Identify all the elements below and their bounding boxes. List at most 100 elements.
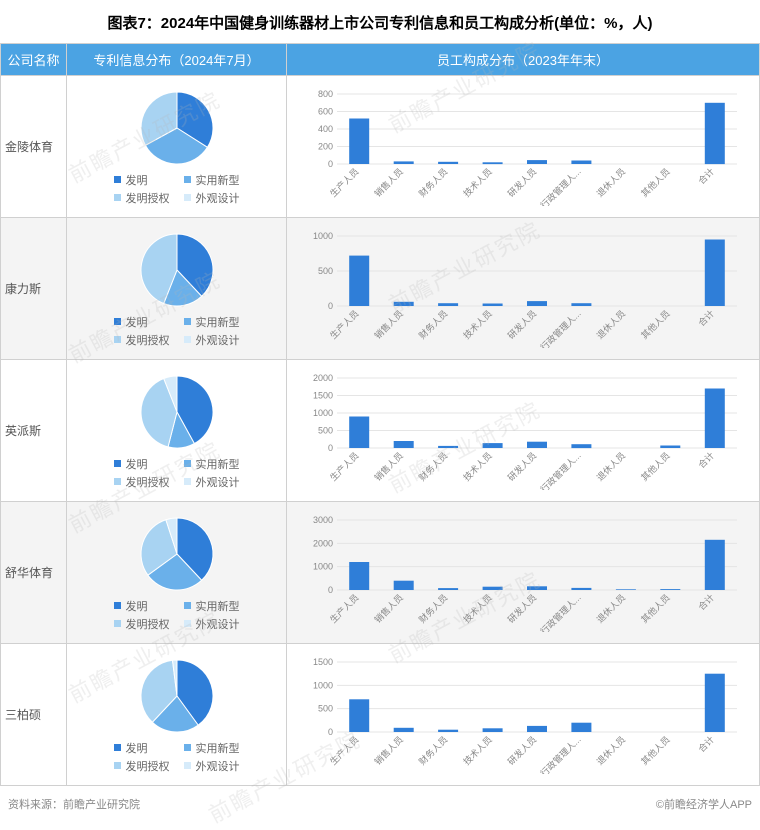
y-tick-label: 3000 (313, 515, 333, 525)
x-tick-label: 合计 (696, 734, 717, 755)
pie-cell: 发明实用新型发明授权外观设计 (67, 360, 287, 502)
table-row: 金陵体育发明实用新型发明授权外观设计0200400600800生产人员销售人员财… (1, 76, 760, 218)
legend-swatch (114, 194, 121, 201)
pie-chart (137, 656, 217, 736)
y-tick-label: 1000 (313, 562, 333, 572)
legend-swatch (114, 762, 121, 769)
table-row: 舒华体育发明实用新型发明授权外观设计0100020003000生产人员销售人员财… (1, 502, 760, 644)
x-tick-label: 其他人员 (639, 450, 672, 483)
company-name: 金陵体育 (1, 76, 67, 218)
legend-label: 外观设计 (196, 474, 240, 490)
bar (705, 240, 725, 307)
y-tick-label: 1500 (313, 391, 333, 401)
x-tick-label: 其他人员 (639, 308, 672, 341)
x-tick-label: 财务人员 (416, 450, 449, 483)
legend-swatch (184, 744, 191, 751)
pie-cell: 发明实用新型发明授权外观设计 (67, 502, 287, 644)
x-tick-label: 退休人员 (594, 592, 627, 625)
legend-item: 发明授权 (114, 332, 170, 348)
x-tick-label: 销售人员 (372, 166, 405, 199)
pie-legend: 发明实用新型发明授权外观设计 (114, 314, 240, 348)
legend-label: 发明 (126, 740, 148, 756)
bar-cell: 050010001500生产人员销售人员财务人员技术人员研发人员行政管理人...… (287, 644, 760, 786)
legend-swatch (184, 336, 191, 343)
legend-swatch (184, 620, 191, 627)
x-tick-label: 合计 (696, 592, 717, 613)
table-row: 英派斯发明实用新型发明授权外观设计0500100015002000生产人员销售人… (1, 360, 760, 502)
bar (571, 161, 591, 165)
y-tick-label: 600 (318, 107, 333, 117)
legend-item: 发明 (114, 740, 170, 756)
legend-swatch (184, 460, 191, 467)
legend-swatch (114, 336, 121, 343)
legend-label: 实用新型 (196, 740, 240, 756)
y-tick-label: 500 (318, 426, 333, 436)
bar (527, 160, 547, 164)
x-tick-label: 合计 (696, 308, 717, 329)
data-table: 公司名称 专利信息分布（2024年7月） 员工构成分布（2023年年末） 金陵体… (0, 43, 760, 786)
y-tick-label: 2000 (313, 538, 333, 548)
x-tick-label: 研发人员 (505, 734, 538, 767)
bar-cell: 0200400600800生产人员销售人员财务人员技术人员研发人员行政管理人..… (287, 76, 760, 218)
legend-label: 外观设计 (196, 190, 240, 206)
bar-cell: 0100020003000生产人员销售人员财务人员技术人员研发人员行政管理人..… (287, 502, 760, 644)
legend-label: 发明授权 (126, 758, 170, 774)
y-tick-label: 2000 (313, 373, 333, 383)
legend-swatch (184, 602, 191, 609)
bar-cell: 05001000生产人员销售人员财务人员技术人员研发人员行政管理人...退休人员… (287, 218, 760, 360)
bar-cell: 0500100015002000生产人员销售人员财务人员技术人员研发人员行政管理… (287, 360, 760, 502)
bar-chart: 050010001500生产人员销售人员财务人员技术人员研发人员行政管理人...… (299, 656, 747, 774)
bar (438, 162, 458, 164)
x-tick-label: 技术人员 (461, 308, 494, 341)
x-tick-label: 生产人员 (327, 308, 360, 341)
legend-label: 发明授权 (126, 616, 170, 632)
table-header-row: 公司名称 专利信息分布（2024年7月） 员工构成分布（2023年年末） (1, 44, 760, 76)
bar (660, 446, 680, 449)
bar (438, 730, 458, 732)
bar (705, 540, 725, 590)
bar (483, 728, 503, 732)
x-tick-label: 生产人员 (327, 166, 360, 199)
y-tick-label: 1500 (313, 657, 333, 667)
th-bar: 员工构成分布（2023年年末） (287, 44, 760, 76)
legend-label: 实用新型 (196, 314, 240, 330)
pie-legend: 发明实用新型发明授权外观设计 (114, 456, 240, 490)
x-tick-label: 财务人员 (416, 166, 449, 199)
bar (349, 417, 369, 449)
table-row: 三柏硕发明实用新型发明授权外观设计050010001500生产人员销售人员财务人… (1, 644, 760, 786)
x-tick-label: 生产人员 (327, 734, 360, 767)
bar-chart: 0100020003000生产人员销售人员财务人员技术人员研发人员行政管理人..… (299, 514, 747, 632)
legend-label: 发明 (126, 598, 148, 614)
y-tick-label: 1000 (313, 680, 333, 690)
legend-item: 实用新型 (184, 598, 240, 614)
bar (483, 304, 503, 307)
pie-cell: 发明实用新型发明授权外观设计 (67, 218, 287, 360)
bar (349, 256, 369, 306)
x-tick-label: 财务人员 (416, 734, 449, 767)
bar (483, 162, 503, 164)
legend-label: 发明授权 (126, 332, 170, 348)
pie-chart (137, 514, 217, 594)
th-pie: 专利信息分布（2024年7月） (67, 44, 287, 76)
x-tick-label: 生产人员 (327, 592, 360, 625)
company-name: 三柏硕 (1, 644, 67, 786)
legend-swatch (184, 478, 191, 485)
footer-source: 资料来源：前瞻产业研究院 (8, 796, 140, 812)
x-tick-label: 研发人员 (505, 308, 538, 341)
legend-label: 发明授权 (126, 474, 170, 490)
x-tick-label: 退休人员 (594, 166, 627, 199)
x-tick-label: 销售人员 (372, 734, 405, 767)
x-tick-label: 研发人员 (505, 592, 538, 625)
y-tick-label: 500 (318, 704, 333, 714)
footer: 资料来源：前瞻产业研究院 ©前瞻经济学人APP (0, 786, 760, 822)
legend-item: 实用新型 (184, 314, 240, 330)
legend-swatch (114, 176, 121, 183)
y-tick-label: 0 (328, 585, 333, 595)
x-tick-label: 销售人员 (372, 592, 405, 625)
x-tick-label: 行政管理人... (538, 308, 583, 348)
x-tick-label: 技术人员 (461, 450, 494, 483)
legend-swatch (114, 318, 121, 325)
legend-item: 外观设计 (184, 332, 240, 348)
x-tick-label: 其他人员 (639, 734, 672, 767)
legend-label: 外观设计 (196, 758, 240, 774)
